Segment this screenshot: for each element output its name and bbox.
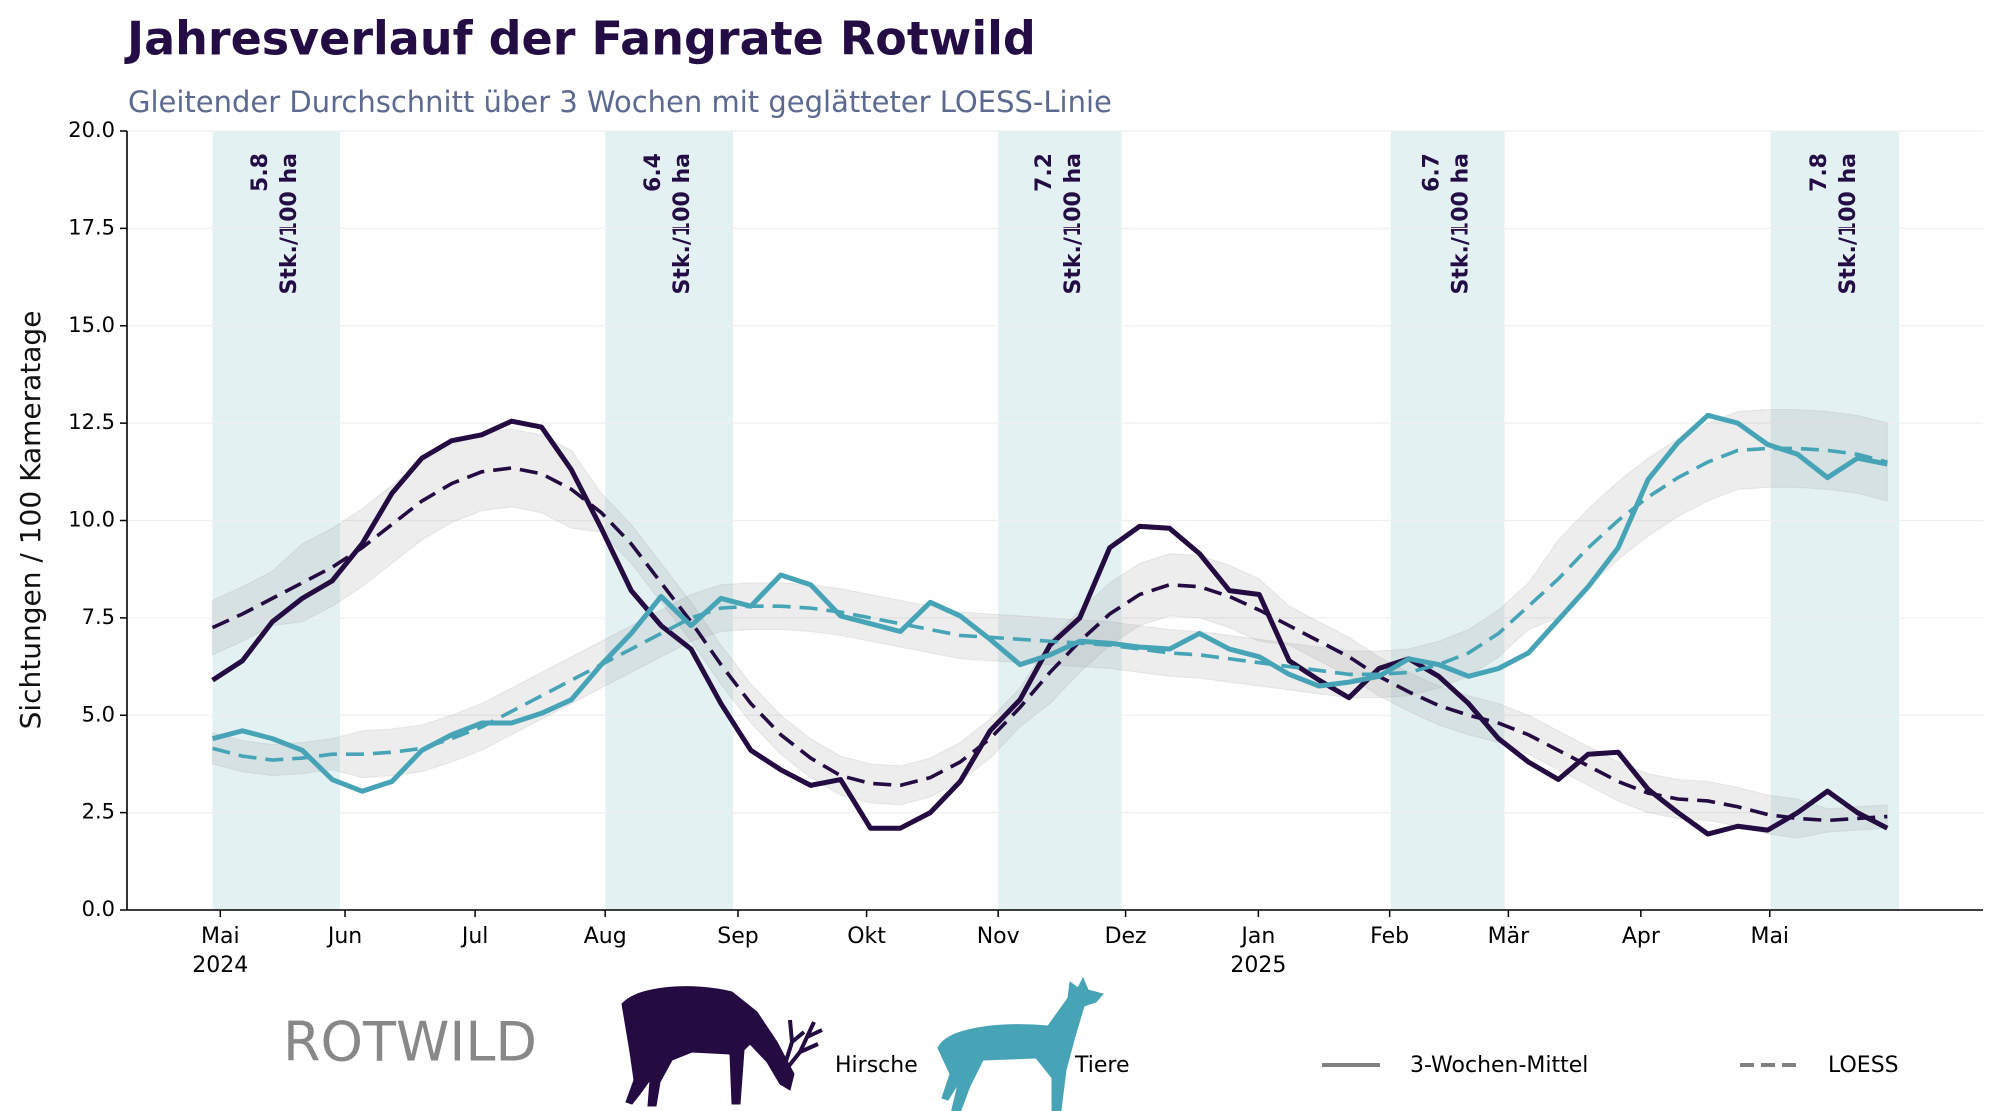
y-tick-label: 2.5: [82, 800, 115, 824]
x-tick-label: Aug: [584, 924, 627, 949]
x-tick-label: Feb: [1370, 924, 1409, 949]
x-tick-label: Dez: [1105, 924, 1147, 949]
band-unit: Stk./100 ha: [277, 153, 302, 294]
x-tick-label: Mär: [1488, 924, 1530, 949]
band-value: 7.2: [1032, 153, 1057, 192]
doe-icon: [937, 976, 1104, 1111]
y-tick-label: 0.0: [82, 897, 115, 921]
x-tick-label: Mai: [1750, 924, 1789, 949]
band-unit: Stk./100 ha: [1061, 153, 1086, 294]
band-value: 6.7: [1420, 153, 1445, 192]
chart-title: Jahresverlauf der Fangrate Rotwild: [124, 12, 1036, 66]
x-tick-label: Jul: [460, 924, 489, 949]
x-tick-label: Nov: [977, 924, 1020, 949]
band-unit: Stk./100 ha: [670, 153, 695, 294]
x-tick-label: Okt: [847, 924, 886, 949]
legend-label: LOESS: [1828, 1053, 1899, 1078]
mean-line: [211, 412, 1888, 794]
band-value: 7.8: [1807, 153, 1832, 192]
y-tick-label: 12.5: [68, 410, 115, 434]
y-axis-label: Sichtungen / 100 Kameratage: [14, 311, 47, 730]
y-tick-label: 7.5: [82, 605, 115, 629]
legend-label: 3-Wochen-Mittel: [1410, 1053, 1588, 1078]
logo: ROTWILD: [283, 1011, 537, 1074]
mean-line: [211, 418, 1889, 837]
band-unit: Stk./100 ha: [1836, 153, 1861, 294]
loess-line: [211, 466, 1888, 823]
y-tick-label: 10.0: [68, 508, 115, 532]
band-unit: Stk./100 ha: [1449, 153, 1474, 294]
stag-antlers: [778, 1019, 823, 1079]
chart-subtitle: Gleitender Durchschnitt über 3 Wochen mi…: [128, 85, 1112, 119]
band-value: 6.4: [641, 153, 666, 192]
y-tick-label: 20.0: [68, 118, 115, 142]
plot-area: 5.8 Stk./100 ha 6.4 Stk./100 ha 7.2 Stk./100 …: [127, 130, 1983, 911]
y-tick-label: 5.0: [82, 702, 115, 726]
doe-silhouette: [937, 976, 1104, 1111]
y-tick-label: 17.5: [68, 215, 115, 239]
stag-silhouette: [621, 986, 795, 1107]
x-tick-label: Apr: [1622, 924, 1661, 949]
x-tick-label: Jan 2025: [1230, 924, 1286, 978]
confidence-band: [212, 428, 1888, 839]
x-tick-label: Sep: [717, 924, 758, 949]
confidence-band: [212, 408, 1888, 779]
y-tick-label: 15.0: [68, 313, 115, 337]
x-tick-label: Jun: [326, 924, 362, 949]
band-value: 5.8: [248, 153, 273, 192]
stag-icon: [621, 986, 823, 1107]
x-tick-label: Mai 2024: [192, 924, 248, 978]
legend-label: Hirsche: [835, 1053, 918, 1078]
legend-label: Tiere: [1074, 1053, 1130, 1078]
